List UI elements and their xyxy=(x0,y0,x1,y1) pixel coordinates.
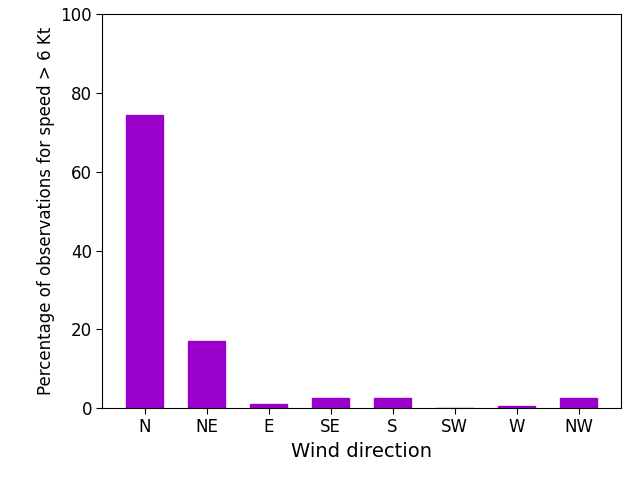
Bar xyxy=(560,398,597,408)
Bar xyxy=(312,398,349,408)
Bar xyxy=(250,404,287,408)
Bar xyxy=(126,115,163,408)
Bar xyxy=(374,398,412,408)
Bar xyxy=(498,406,535,408)
Y-axis label: Percentage of observations for speed > 6 Kt: Percentage of observations for speed > 6… xyxy=(37,27,55,396)
Bar xyxy=(188,341,225,408)
X-axis label: Wind direction: Wind direction xyxy=(291,442,432,461)
